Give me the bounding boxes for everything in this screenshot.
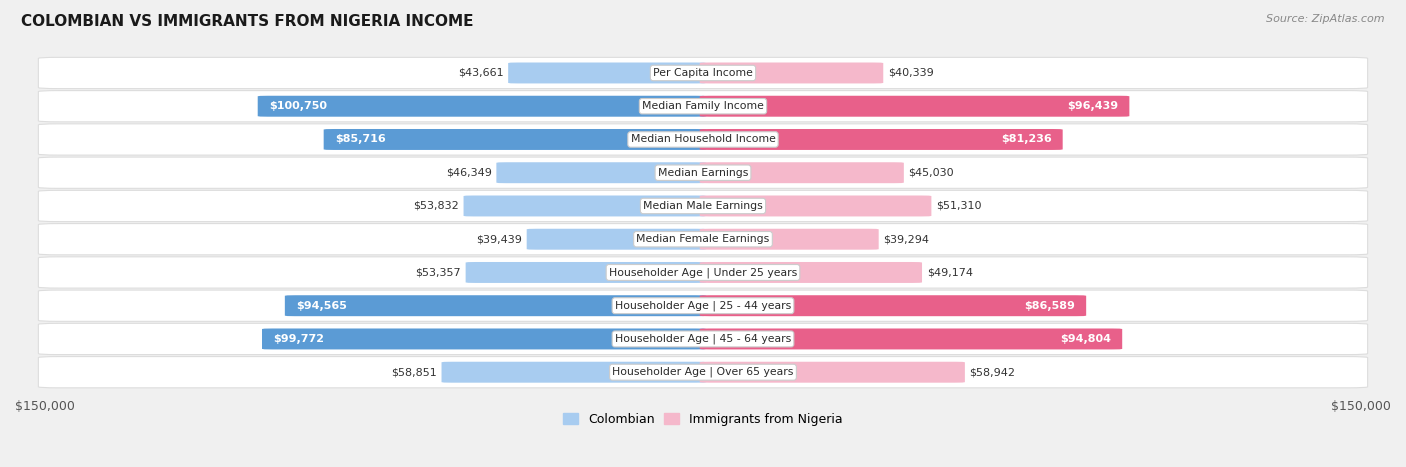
Text: $45,030: $45,030 <box>908 168 955 178</box>
FancyBboxPatch shape <box>262 328 706 349</box>
FancyBboxPatch shape <box>700 196 931 216</box>
FancyBboxPatch shape <box>527 229 706 250</box>
FancyBboxPatch shape <box>700 129 1063 150</box>
Text: Median Household Income: Median Household Income <box>630 134 776 144</box>
Text: $53,832: $53,832 <box>413 201 458 211</box>
Text: $39,439: $39,439 <box>477 234 522 244</box>
Text: $96,439: $96,439 <box>1067 101 1118 111</box>
FancyBboxPatch shape <box>508 63 706 84</box>
FancyBboxPatch shape <box>38 157 1368 188</box>
FancyBboxPatch shape <box>700 295 1087 316</box>
Text: $43,661: $43,661 <box>458 68 503 78</box>
FancyBboxPatch shape <box>257 96 706 117</box>
Text: $51,310: $51,310 <box>936 201 981 211</box>
FancyBboxPatch shape <box>38 191 1368 222</box>
Text: Source: ZipAtlas.com: Source: ZipAtlas.com <box>1267 14 1385 24</box>
Text: Per Capita Income: Per Capita Income <box>652 68 754 78</box>
FancyBboxPatch shape <box>700 63 883 84</box>
FancyBboxPatch shape <box>700 162 904 183</box>
FancyBboxPatch shape <box>38 124 1368 155</box>
FancyBboxPatch shape <box>38 91 1368 122</box>
Text: $39,294: $39,294 <box>883 234 929 244</box>
Text: $46,349: $46,349 <box>446 168 492 178</box>
Text: Median Male Earnings: Median Male Earnings <box>643 201 763 211</box>
FancyBboxPatch shape <box>323 129 706 150</box>
FancyBboxPatch shape <box>38 224 1368 255</box>
FancyBboxPatch shape <box>38 323 1368 354</box>
Text: $58,942: $58,942 <box>970 367 1015 377</box>
FancyBboxPatch shape <box>700 362 965 382</box>
FancyBboxPatch shape <box>464 196 706 216</box>
Text: Median Earnings: Median Earnings <box>658 168 748 178</box>
Text: $99,772: $99,772 <box>273 334 325 344</box>
Text: $49,174: $49,174 <box>927 268 973 277</box>
FancyBboxPatch shape <box>700 229 879 250</box>
Text: Householder Age | 45 - 64 years: Householder Age | 45 - 64 years <box>614 334 792 344</box>
Text: Householder Age | Under 25 years: Householder Age | Under 25 years <box>609 267 797 278</box>
Text: Householder Age | Over 65 years: Householder Age | Over 65 years <box>612 367 794 377</box>
Text: $100,750: $100,750 <box>269 101 328 111</box>
FancyBboxPatch shape <box>700 328 1122 349</box>
FancyBboxPatch shape <box>38 290 1368 321</box>
Text: $94,804: $94,804 <box>1060 334 1111 344</box>
FancyBboxPatch shape <box>38 257 1368 288</box>
Text: Median Family Income: Median Family Income <box>643 101 763 111</box>
FancyBboxPatch shape <box>700 262 922 283</box>
Text: $40,339: $40,339 <box>887 68 934 78</box>
FancyBboxPatch shape <box>38 357 1368 388</box>
FancyBboxPatch shape <box>285 295 706 316</box>
FancyBboxPatch shape <box>441 362 706 382</box>
Text: $81,236: $81,236 <box>1001 134 1052 144</box>
Text: $58,851: $58,851 <box>391 367 437 377</box>
Text: $86,589: $86,589 <box>1024 301 1076 311</box>
Legend: Colombian, Immigrants from Nigeria: Colombian, Immigrants from Nigeria <box>558 408 848 431</box>
Text: $94,565: $94,565 <box>297 301 347 311</box>
FancyBboxPatch shape <box>700 96 1129 117</box>
Text: Householder Age | 25 - 44 years: Householder Age | 25 - 44 years <box>614 300 792 311</box>
FancyBboxPatch shape <box>38 57 1368 89</box>
Text: $53,357: $53,357 <box>415 268 461 277</box>
FancyBboxPatch shape <box>496 162 706 183</box>
Text: $85,716: $85,716 <box>335 134 385 144</box>
Text: COLOMBIAN VS IMMIGRANTS FROM NIGERIA INCOME: COLOMBIAN VS IMMIGRANTS FROM NIGERIA INC… <box>21 14 474 29</box>
FancyBboxPatch shape <box>465 262 706 283</box>
Text: Median Female Earnings: Median Female Earnings <box>637 234 769 244</box>
